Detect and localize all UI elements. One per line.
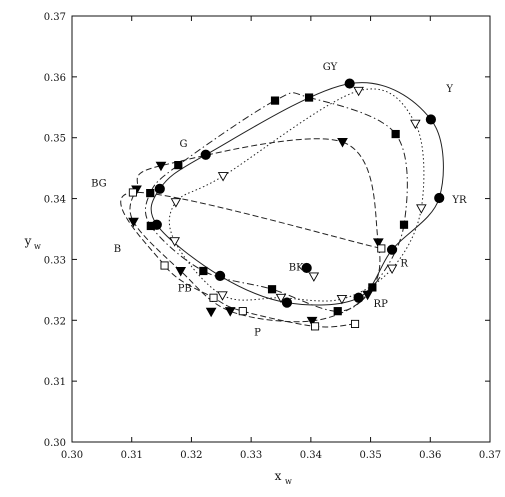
triangle-marker [337, 137, 348, 148]
triangle-marker [306, 316, 318, 327]
circle-marker [214, 270, 226, 281]
triangle-marker [175, 266, 187, 277]
series-markers [128, 78, 445, 331]
hue-label-p: P [254, 328, 261, 339]
x-tick-label: 0.34 [300, 450, 322, 461]
open-triangle-marker [410, 119, 421, 130]
circle-marker [301, 262, 312, 274]
y-tick-label: 0.36 [44, 73, 66, 84]
y-tick-label: 0.31 [44, 377, 66, 388]
plot-frame [71, 15, 491, 443]
open-triangle-marker [217, 172, 229, 182]
triangle-marker [362, 290, 373, 301]
triangle-marker [372, 238, 384, 248]
hue-label-y: Y [445, 84, 453, 95]
y-tick-label: 0.35 [44, 134, 66, 145]
open-square-marker [377, 244, 386, 253]
x-tick-label: 0.37 [479, 450, 501, 461]
hue-label-yr: YR [451, 195, 467, 206]
square-marker [391, 129, 400, 139]
x-tick-label: 0.35 [359, 450, 381, 461]
x-tick-label: 0.32 [180, 450, 202, 461]
circle-marker [154, 183, 165, 194]
series-line-1 [144, 92, 408, 312]
hue-label-rp: RP [374, 299, 389, 310]
square-marker [267, 285, 277, 294]
x-tick-label: 0.31 [121, 450, 143, 461]
series-line-3 [168, 88, 425, 302]
hue-label-b: B [114, 244, 121, 255]
open-triangle-marker [308, 272, 320, 282]
x-axis-label: x [275, 469, 282, 483]
y-tick-label: 0.32 [44, 316, 66, 327]
square-marker [199, 266, 208, 276]
triangle-marker [224, 307, 236, 317]
square-marker [399, 220, 409, 229]
square-marker [174, 161, 183, 170]
series-line-4 [120, 191, 382, 328]
square-marker [270, 96, 280, 105]
y-axis-label: y [24, 234, 32, 248]
open-triangle-marker [386, 264, 398, 274]
circle-marker [353, 292, 364, 303]
square-marker [146, 188, 155, 198]
open-square-marker [209, 293, 218, 302]
x-axis-label-subscript: w [285, 477, 292, 486]
tick-group: 0.30 0.31 0.32 0.33 0.34 0.35 0.36 0.37 0.30 0.31… [44, 12, 501, 461]
open-triangle-marker [169, 237, 180, 247]
y-tick-label: 0.37 [44, 12, 66, 23]
square-marker [146, 221, 155, 231]
y-axis-label-subscript: w [34, 242, 41, 251]
x-tick-label: 0.30 [61, 450, 83, 461]
triangle-marker [128, 217, 139, 228]
hue-label-r: R [400, 259, 408, 270]
circle-marker [281, 297, 293, 308]
circle-marker [200, 149, 211, 160]
y-tick-label: 0.30 [44, 438, 66, 449]
circle-marker [344, 78, 355, 89]
open-square-marker [350, 319, 360, 328]
open-square-marker [128, 188, 137, 197]
open-triangle-marker [353, 86, 364, 97]
y-tick-label: 0.33 [44, 255, 66, 266]
hue-label-g: G [179, 139, 187, 150]
triangle-marker [205, 307, 217, 318]
circle-marker [434, 192, 445, 204]
series-line-2 [129, 138, 381, 323]
y-tick-label: 0.34 [44, 195, 66, 206]
circle-marker [386, 244, 398, 255]
open-triangle-marker [170, 198, 182, 208]
open-triangle-marker [416, 204, 427, 214]
open-triangle-marker [336, 295, 348, 305]
hue-label-pb: PB [178, 284, 192, 295]
open-square-marker [310, 322, 320, 331]
triangle-marker [155, 161, 167, 172]
hue-label-gy: GY [323, 62, 338, 73]
square-marker [368, 283, 377, 292]
circle-marker [425, 114, 436, 125]
open-triangle-marker [217, 291, 228, 301]
hue-labels: GY Y YR R RP P PB B BG G BK [91, 62, 467, 338]
square-marker [304, 93, 314, 102]
x-tick-label: 0.36 [419, 450, 441, 461]
open-square-marker [238, 307, 247, 316]
open-triangle-marker [275, 293, 287, 304]
x-tick-label: 0.33 [240, 450, 262, 461]
square-marker [333, 307, 342, 316]
hue-label-bk: BK [289, 262, 304, 273]
hue-label-bg: BG [91, 178, 107, 189]
open-square-marker [160, 261, 169, 270]
